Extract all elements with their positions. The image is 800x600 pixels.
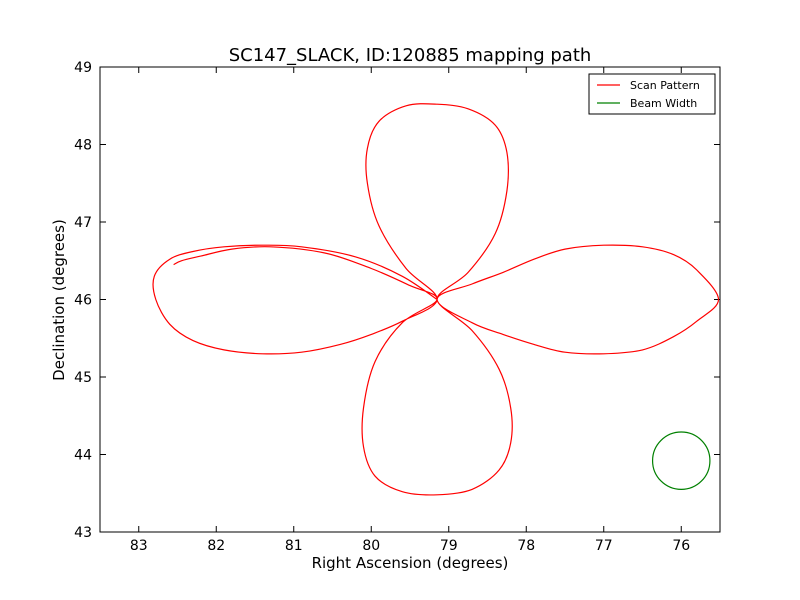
- x-axis-title: Right Ascension (degrees): [312, 554, 509, 572]
- x-axis: 83 82 81 80 79 78 77 76: [130, 67, 690, 554]
- x-tick-label: 78: [517, 538, 535, 554]
- scan-pattern-series: [152, 103, 720, 496]
- plot-area: [99, 66, 721, 533]
- y-axis-title: Declination (degrees): [50, 219, 68, 381]
- legend-label-scan-pattern: Scan Pattern: [630, 79, 700, 92]
- y-axis: 43 44 45 46 47 48 49: [74, 60, 720, 541]
- y-tick-label: 49: [74, 60, 92, 76]
- y-tick-label: 47: [74, 215, 92, 231]
- x-tick-label: 80: [362, 538, 380, 554]
- x-tick-label: 77: [595, 538, 613, 554]
- x-tick-label: 76: [672, 538, 690, 554]
- legend: Scan Pattern Beam Width: [588, 73, 716, 115]
- y-tick-label: 46: [74, 293, 92, 309]
- chart-title: SC147_SLACK, ID:120885 mapping path: [229, 45, 592, 66]
- y-tick-label: 44: [74, 448, 92, 464]
- x-tick-label: 81: [285, 538, 303, 554]
- y-tick-label: 43: [74, 525, 92, 541]
- legend-box: [588, 73, 716, 115]
- y-tick-label: 45: [74, 370, 92, 386]
- y-tick-label: 48: [74, 138, 92, 154]
- x-tick-label: 82: [207, 538, 225, 554]
- x-tick-label: 83: [130, 538, 148, 554]
- legend-label-beam-width: Beam Width: [630, 97, 697, 110]
- beam-width-series: [651, 431, 711, 490]
- x-tick-label: 79: [440, 538, 458, 554]
